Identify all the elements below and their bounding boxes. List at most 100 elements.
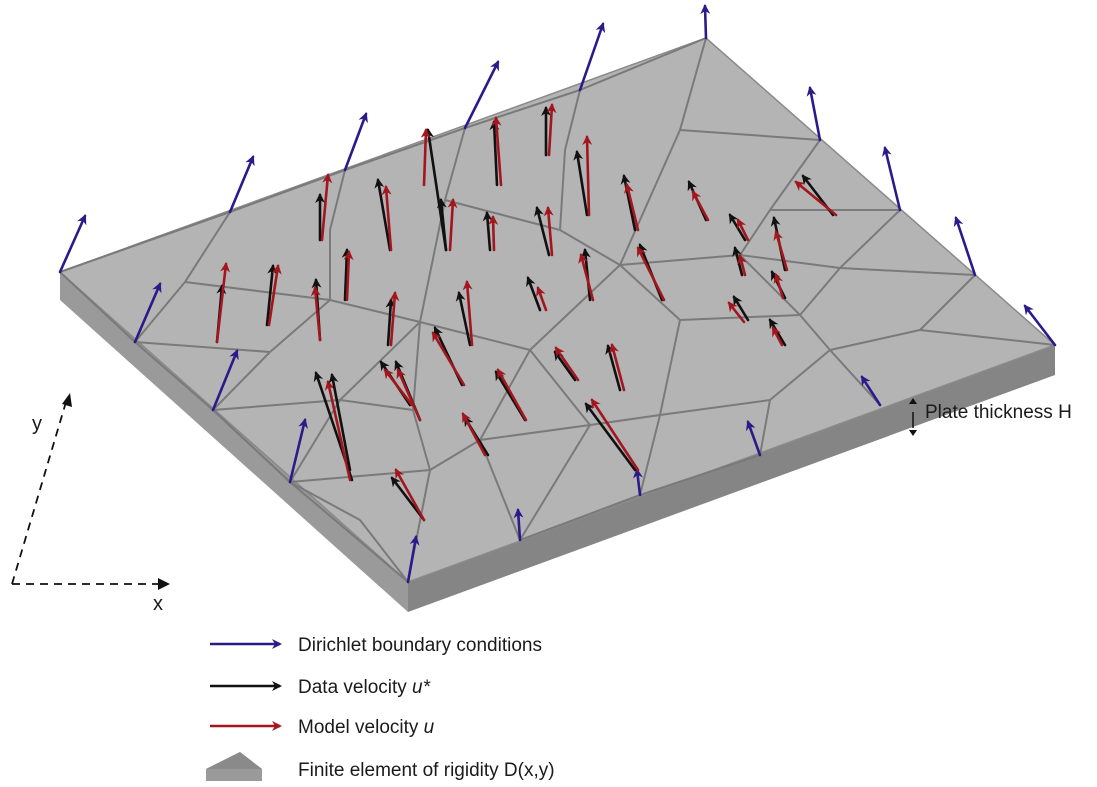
mesh-edge xyxy=(564,89,581,151)
model-velocity-arrow xyxy=(737,254,747,277)
model-velocity-arrow xyxy=(461,412,487,457)
legend-item-element: Finite element of rigidity D(x,y) xyxy=(206,752,555,781)
mesh-edge xyxy=(839,209,901,269)
model-velocity-arrow xyxy=(324,380,352,482)
model-velocity-arrow xyxy=(691,190,710,222)
model-velocity-arrow xyxy=(543,206,554,257)
model-velocity-arrow xyxy=(578,253,595,302)
plate-top-surface xyxy=(58,37,1057,583)
legend-boundary-label: Dirichlet boundary conditions xyxy=(298,635,542,656)
model-velocity-arrow xyxy=(536,286,548,312)
mesh-edge xyxy=(134,341,271,353)
mesh-edge xyxy=(529,264,621,351)
mesh-edge xyxy=(659,399,771,416)
model-velocity-arrow xyxy=(394,468,426,522)
boundary-condition-arrow xyxy=(343,112,368,172)
data-velocity-arrow xyxy=(489,120,500,187)
data-velocity-arrow xyxy=(374,178,392,252)
mesh-edge xyxy=(329,299,421,323)
mesh-edge xyxy=(479,424,591,441)
mesh-edge xyxy=(412,321,421,411)
mesh-edge xyxy=(289,399,341,483)
model-velocity-arrow xyxy=(310,286,322,342)
legend-data-label: Data velocity u* xyxy=(298,677,431,698)
mesh-edge xyxy=(429,439,481,471)
data-velocity-arrow xyxy=(385,298,396,347)
mesh-edge xyxy=(519,424,591,541)
x-axis-label: x xyxy=(153,593,163,615)
y-axis xyxy=(11,401,67,585)
boundary-condition-arrow xyxy=(700,4,711,40)
mesh-edge xyxy=(639,454,761,496)
mesh-edge xyxy=(769,349,831,401)
boundary-condition-arrow xyxy=(133,282,162,344)
legend-item-model: Model velocity u xyxy=(210,717,435,738)
model-velocity-arrow xyxy=(727,301,746,324)
mesh-edge xyxy=(212,399,341,411)
x-axis-head xyxy=(158,578,170,590)
model-velocity-arrow xyxy=(389,291,400,347)
data-velocity-arrow xyxy=(482,211,493,252)
mesh-edge xyxy=(289,481,409,583)
model-velocity-arrow xyxy=(383,368,414,407)
data-velocity-arrow xyxy=(328,373,352,472)
data-velocity-arrow xyxy=(573,150,589,217)
model-velocity-arrow xyxy=(636,246,666,302)
thickness-annotation: Plate thickness H xyxy=(909,398,1072,436)
mesh-edge xyxy=(479,349,531,441)
mesh-edge xyxy=(412,409,431,471)
legend: Dirichlet boundary conditions Data veloc… xyxy=(206,635,555,781)
model-velocity-arrow xyxy=(773,273,785,300)
model-velocity-arrow xyxy=(488,215,499,252)
mesh-edge xyxy=(444,127,466,201)
mesh-edge xyxy=(769,139,821,211)
model-velocity-arrow xyxy=(320,173,333,242)
mesh-edge xyxy=(659,319,681,416)
boundary-condition-arrow xyxy=(882,146,902,212)
model-velocity-arrow xyxy=(462,280,474,347)
boundary-condition-arrow xyxy=(211,349,239,412)
mesh-edge xyxy=(739,254,801,316)
velocity-arrows xyxy=(58,4,1057,584)
model-velocity-arrow xyxy=(773,230,789,272)
mesh-edge xyxy=(329,169,346,231)
boundary-condition-arrow xyxy=(806,86,822,142)
mesh-edge xyxy=(759,399,771,456)
y-axis-head xyxy=(62,393,72,407)
mesh-edge xyxy=(799,267,841,316)
mesh-edge xyxy=(799,314,831,351)
mesh-edge xyxy=(359,519,409,583)
data-velocity-arrow xyxy=(455,291,472,347)
boundary-condition-arrow xyxy=(746,420,762,457)
mesh-edge xyxy=(344,127,466,171)
thickness-label: Plate thickness H xyxy=(925,402,1072,423)
mesh-edge xyxy=(59,211,231,273)
mesh-edge xyxy=(619,264,681,321)
data-velocity-arrow xyxy=(526,276,542,312)
thickness-arrow-bottom xyxy=(909,430,917,436)
thickness-arrow-top xyxy=(909,398,917,404)
data-velocity-arrow xyxy=(534,206,551,257)
data-velocity-arrow xyxy=(732,295,750,322)
model-velocity-arrow xyxy=(431,331,466,387)
model-velocity-arrow xyxy=(582,135,593,217)
mesh-edge xyxy=(212,409,291,483)
coordinate-axes: x y xyxy=(11,393,170,615)
mesh-edge xyxy=(829,349,881,406)
mesh-edge xyxy=(679,129,821,141)
model-velocity-arrow xyxy=(496,368,528,422)
boundary-condition-arrow xyxy=(632,468,643,497)
mesh-edge xyxy=(289,469,431,483)
mesh-edge xyxy=(289,481,361,521)
mesh-edge xyxy=(829,329,921,351)
mesh-edge xyxy=(919,329,1056,346)
mesh-edge xyxy=(134,281,186,343)
plate xyxy=(58,37,1057,612)
model-velocity-arrow xyxy=(420,128,431,187)
model-velocity-arrow xyxy=(624,183,640,232)
boundary-condition-arrow xyxy=(953,216,977,277)
mesh-edge xyxy=(639,414,661,496)
model-velocity-arrow xyxy=(381,185,393,252)
mesh-edge xyxy=(134,341,214,411)
